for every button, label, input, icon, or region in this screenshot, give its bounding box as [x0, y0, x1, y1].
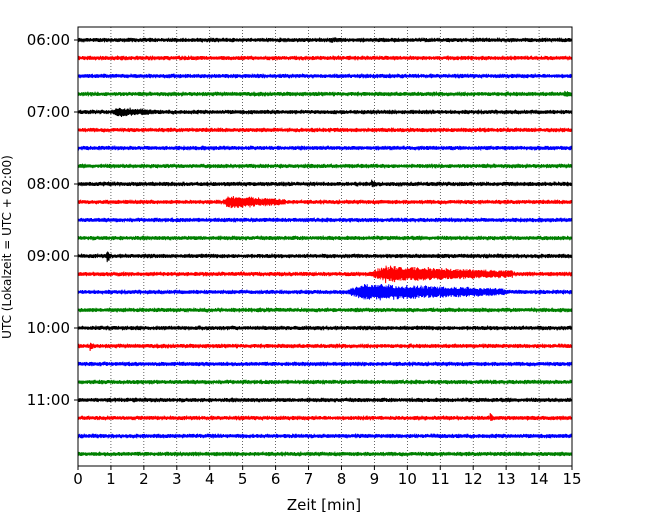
y-tick-label: 08:00: [27, 175, 70, 193]
y-axis-label: UTC (Lokalzeit = UTC + 02:00): [0, 155, 14, 339]
x-tick-label: 12: [464, 470, 483, 488]
seismic-trace: [77, 107, 573, 117]
x-tick-label: 4: [205, 470, 215, 488]
x-tick-label: 9: [370, 470, 380, 488]
seismic-trace: [77, 361, 573, 367]
x-tick-label: 2: [139, 470, 149, 488]
seismic-trace: [77, 342, 573, 352]
x-axis-ticks: 0 1 2 3 4 5 6 7 8 9 10 11 12 13 14 15: [73, 466, 582, 488]
x-tick-label: 14: [530, 470, 549, 488]
seismic-trace: [77, 145, 573, 151]
y-tick-label: 11:00: [27, 391, 70, 409]
y-tick-label: 06:00: [27, 31, 70, 49]
seismic-trace: [77, 73, 573, 79]
seismic-trace: [77, 235, 573, 241]
y-tick-label: 10:00: [27, 319, 70, 337]
seismic-trace: [77, 195, 573, 209]
x-tick-label: 6: [271, 470, 281, 488]
seismic-trace: [77, 307, 573, 313]
x-tick-label: 7: [304, 470, 314, 488]
seismic-trace: [77, 179, 573, 188]
x-axis-label: Zeit [min]: [287, 496, 361, 514]
x-tick-label: 8: [337, 470, 347, 488]
seismic-trace: [77, 127, 573, 133]
seismic-trace: [77, 37, 573, 43]
y-axis-ticks: 06:00 07:00 08:00 09:00 10:00 11:00: [27, 31, 78, 409]
x-tick-label: 10: [398, 470, 417, 488]
seismic-trace: [77, 379, 573, 385]
seismic-trace: [77, 412, 573, 421]
x-gridlines: [110, 27, 540, 466]
seismic-trace: [77, 90, 573, 97]
x-tick-label: 11: [431, 470, 450, 488]
seismic-trace: [77, 397, 573, 403]
seismic-trace: [77, 325, 573, 331]
x-tick-label: 0: [73, 470, 83, 488]
seismic-trace: [77, 251, 573, 263]
plot-frame: [77, 26, 573, 467]
seismic-trace: [77, 163, 573, 169]
seismic-trace: [77, 265, 573, 284]
seismic-traces: [77, 37, 573, 457]
y-tick-label: 07:00: [27, 103, 70, 121]
x-tick-label: 5: [238, 470, 248, 488]
x-tick-label: 3: [172, 470, 182, 488]
x-tick-label: 13: [497, 470, 516, 488]
x-tick-label: 15: [562, 470, 581, 488]
seismic-trace: [77, 433, 573, 439]
x-tick-label: 1: [106, 470, 116, 488]
y-tick-label: 09:00: [27, 247, 70, 265]
seismic-trace: [77, 283, 573, 301]
seismic-trace: [77, 217, 573, 223]
seismic-trace: [77, 451, 573, 457]
seismic-trace: [77, 55, 573, 61]
